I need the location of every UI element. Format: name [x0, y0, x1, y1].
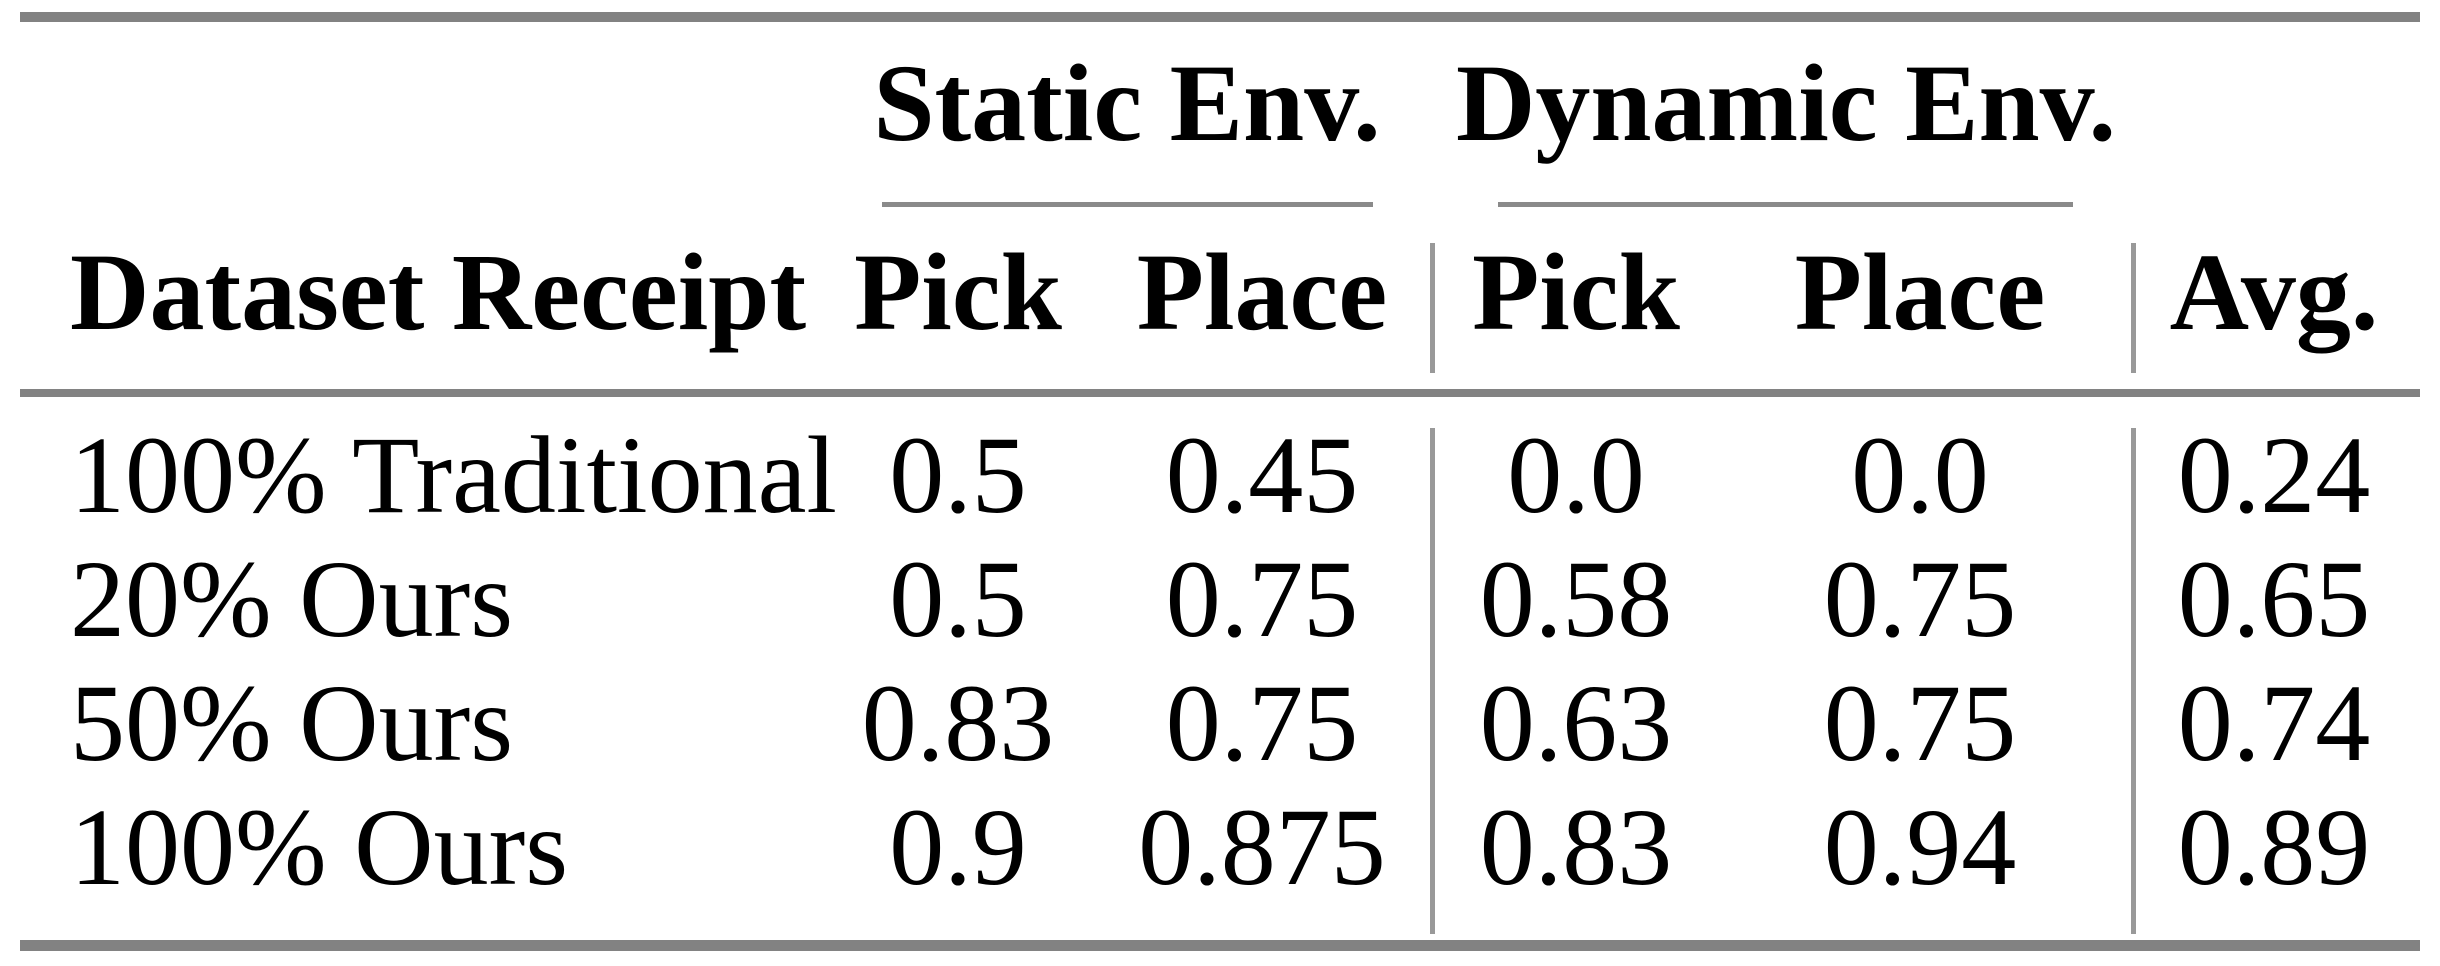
table-bottom-rule — [20, 940, 2420, 951]
row-label: 100% Ours — [70, 786, 569, 908]
cell-avg: 0.74 — [2177, 662, 2371, 784]
vertical-separator-1-header — [1430, 243, 1435, 373]
cell-static-place: 0.45 — [1165, 414, 1359, 536]
cell-dynamic-place: 0.0 — [1851, 414, 1989, 536]
column-header-dataset-receipt: Dataset Receipt — [70, 231, 807, 353]
vertical-separator-2-body — [2131, 428, 2136, 934]
column-header-dynamic-pick: Pick — [1472, 231, 1680, 353]
cell-static-pick: 0.83 — [861, 662, 1055, 784]
cmidrule-dynamic-env — [1498, 202, 2073, 207]
cell-dynamic-pick: 0.58 — [1479, 538, 1673, 660]
vertical-separator-2-header — [2131, 243, 2136, 373]
cell-dynamic-place: 0.94 — [1823, 786, 2017, 908]
cell-dynamic-pick: 0.0 — [1507, 414, 1645, 536]
column-header-static-pick: Pick — [854, 231, 1062, 353]
cell-static-pick: 0.5 — [889, 538, 1027, 660]
cell-static-place: 0.75 — [1165, 538, 1359, 660]
cell-avg: 0.65 — [2177, 538, 2371, 660]
cell-static-pick: 0.5 — [889, 414, 1027, 536]
cell-dynamic-place: 0.75 — [1823, 538, 2017, 660]
cell-static-pick: 0.9 — [889, 786, 1027, 908]
cell-dynamic-pick: 0.63 — [1479, 662, 1673, 784]
group-header-dynamic-env: Dynamic Env. — [1455, 42, 2117, 164]
cell-dynamic-pick: 0.83 — [1479, 786, 1673, 908]
column-header-avg: Avg. — [2169, 231, 2379, 353]
group-header-static-env: Static Env. — [873, 42, 1381, 164]
cell-static-place: 0.875 — [1138, 786, 1386, 908]
row-label: 50% Ours — [70, 662, 514, 784]
cell-avg: 0.89 — [2177, 786, 2371, 908]
cmidrule-static-env — [882, 202, 1373, 207]
row-label: 100% Traditional — [70, 414, 837, 536]
row-label: 20% Ours — [70, 538, 514, 660]
vertical-separator-1-body — [1430, 428, 1435, 934]
column-header-dynamic-place: Place — [1794, 231, 2046, 353]
cell-dynamic-place: 0.75 — [1823, 662, 2017, 784]
column-header-static-place: Place — [1136, 231, 1388, 353]
table-header-rule — [20, 389, 2420, 397]
cell-avg: 0.24 — [2177, 414, 2371, 536]
cell-static-place: 0.75 — [1165, 662, 1359, 784]
table-top-rule — [20, 12, 2420, 22]
